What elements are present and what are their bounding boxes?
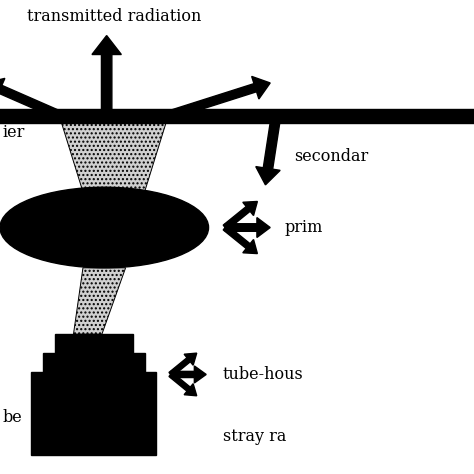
FancyArrow shape [225,218,270,237]
FancyArrow shape [164,76,270,120]
Bar [43,353,145,372]
FancyArrow shape [171,366,206,383]
Text: stray ra: stray ra [223,428,286,445]
FancyArrow shape [92,36,121,109]
FancyArrow shape [0,78,64,120]
FancyArrow shape [256,122,280,185]
Bar [55,334,133,353]
Text: transmitted radiation: transmitted radiation [27,8,201,25]
Text: secondar: secondar [294,148,368,165]
Polygon shape [62,123,166,192]
Bar [0,109,474,123]
FancyArrow shape [223,225,257,254]
Text: ier: ier [2,124,25,141]
FancyArrow shape [169,353,197,376]
Ellipse shape [0,187,209,268]
Text: be: be [2,409,22,426]
Polygon shape [73,268,126,334]
Text: tube-hous: tube-hous [223,366,303,383]
FancyArrow shape [169,373,197,396]
Text: prim: prim [284,219,323,236]
Bar [31,372,156,455]
Text: t: t [2,219,9,236]
FancyArrow shape [223,201,257,230]
